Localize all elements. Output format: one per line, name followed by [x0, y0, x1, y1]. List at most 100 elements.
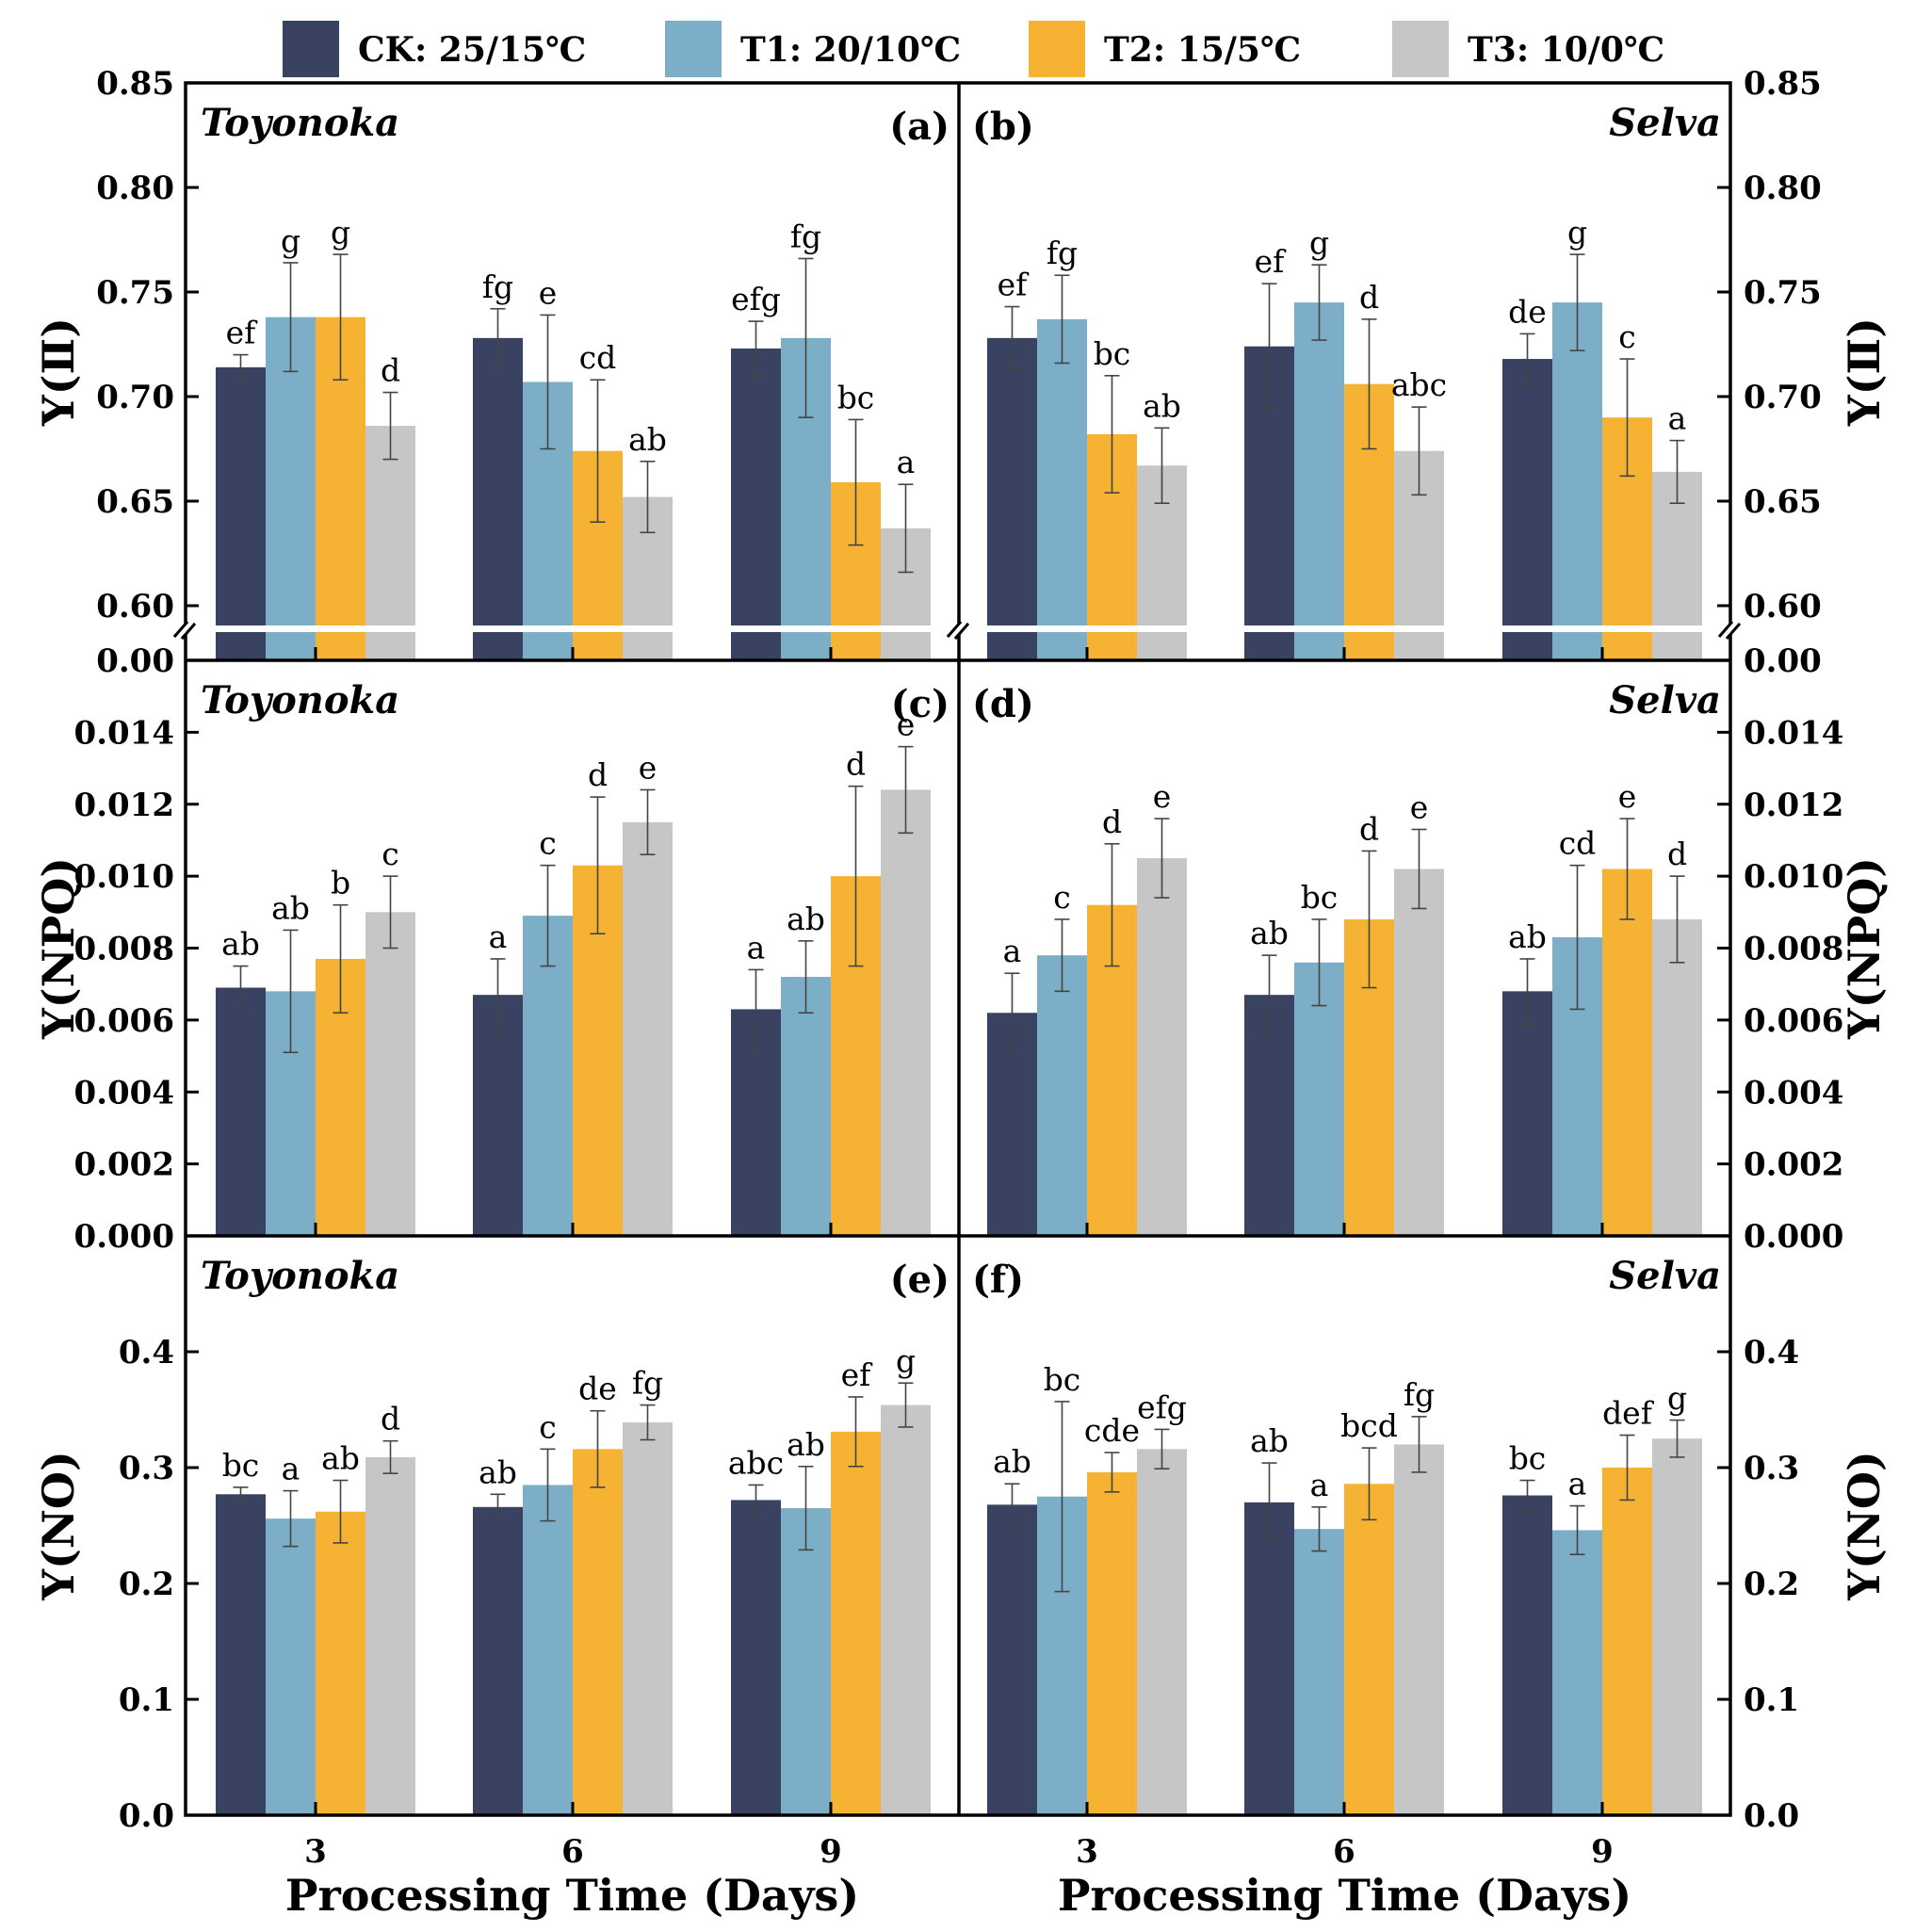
x-tick-label: 6: [561, 1833, 584, 1871]
legend-label-t3: T3: 10/0℃: [1468, 30, 1664, 70]
significance-letter: c: [539, 1408, 556, 1445]
y-tick-label: 0.2: [119, 1566, 174, 1603]
significance-letter: a: [1310, 1467, 1329, 1503]
bar-t1-day3: [266, 1518, 316, 1815]
x-tick-label: 3: [1076, 1833, 1098, 1871]
y-axis-title: Y(NPQ): [33, 857, 84, 1040]
significance-letter: fg: [790, 218, 821, 254]
significance-letter: def: [1602, 1395, 1655, 1432]
significance-letter: d: [381, 352, 400, 389]
bar-t1-day6: [1294, 962, 1344, 1236]
significance-letter: d: [1102, 804, 1122, 840]
bar-t1-day9: [781, 977, 831, 1236]
x-tick-label: 9: [820, 1833, 842, 1871]
bar-t2-day9: [1602, 1468, 1652, 1815]
significance-letter: ab: [1508, 918, 1547, 955]
significance-letter: e: [1618, 778, 1637, 815]
significance-letter: ab: [1250, 915, 1289, 951]
bar-ck-day9: [1502, 991, 1552, 1236]
y-axis-title: Y(Ⅱ): [33, 317, 84, 427]
bar-ck-day9: [731, 348, 781, 660]
y-tick-label: 0.75: [1744, 274, 1822, 312]
bar-t3-day9: [881, 789, 931, 1236]
significance-letter: de: [578, 1371, 617, 1407]
bar-t3-day3: [365, 426, 415, 660]
significance-letter: g: [1309, 224, 1329, 261]
significance-letter: a: [1003, 933, 1022, 969]
y-tick-label: 0.70: [1744, 379, 1822, 416]
y-tick-label: 0.010: [1744, 858, 1843, 896]
y-tick-label: 0.012: [74, 787, 174, 824]
significance-letter: d: [846, 746, 866, 783]
x-tick-label: 3: [304, 1833, 327, 1871]
significance-letter: a: [897, 444, 916, 480]
significance-letter: a: [1568, 1466, 1587, 1502]
bar-t3-day3: [1137, 858, 1187, 1236]
bar-t1-day6: [523, 916, 573, 1236]
bar-t3-day3: [1137, 1449, 1187, 1815]
legend-swatch-t1: [665, 21, 722, 77]
y-tick-label: 0.85: [96, 65, 174, 103]
x-tick-label: 9: [1591, 1833, 1614, 1871]
cultivar-label: Selva: [1609, 1254, 1721, 1298]
significance-letter: ab: [1143, 387, 1181, 424]
axis-break-gap: [961, 625, 1728, 632]
significance-letter: fg: [1404, 1376, 1435, 1413]
bar-t3-day3: [365, 912, 415, 1236]
bar-t1-day9: [1552, 1530, 1602, 1815]
y-tick-label: 0.004: [74, 1074, 174, 1112]
legend-label-ck: CK: 25/15℃: [358, 30, 586, 70]
significance-letter: bc: [1044, 1361, 1081, 1398]
significance-letter: fg: [632, 1365, 663, 1402]
significance-letter: c: [539, 825, 556, 862]
y-tick-label: 0.65: [96, 483, 174, 521]
significance-letter: e: [639, 749, 657, 786]
significance-letter: bc: [1301, 879, 1339, 916]
significance-letter: a: [489, 918, 508, 955]
y-tick-label: 0.000: [1744, 1218, 1843, 1256]
y-axis-title: Y(Ⅱ): [1839, 317, 1890, 427]
significance-letter: b: [331, 865, 350, 901]
legend-swatch-t3: [1392, 21, 1449, 77]
bar-t3-day6: [623, 1422, 673, 1815]
y-axis-title: Y(NPQ): [1839, 857, 1890, 1040]
axis-break-slash: [953, 623, 970, 640]
bar-t2-day9: [1602, 869, 1652, 1236]
axis-break-mask: [174, 624, 197, 634]
y-tick-label: 0.80: [1744, 170, 1822, 207]
significance-letter: e: [897, 706, 916, 743]
significance-letter: fg: [1047, 235, 1078, 271]
significance-letter: abc: [1391, 366, 1447, 403]
y-tick-label: 0.002: [1744, 1146, 1843, 1184]
y-tick-label: 0.014: [1744, 714, 1843, 752]
y-tick-label: 0.006: [1744, 1002, 1843, 1040]
y-axis-title: Y(NO): [1839, 1451, 1890, 1600]
panel-tag: (d): [972, 682, 1034, 726]
y-tick-label: 0.004: [1744, 1074, 1843, 1112]
bar-t2-day6: [1344, 1484, 1394, 1815]
bar-t1-day6: [523, 1485, 573, 1815]
bar-t3-day3: [365, 1456, 415, 1815]
significance-letter: d: [1359, 810, 1379, 847]
axis-break-slash: [1725, 623, 1742, 640]
significance-letter: g: [331, 214, 350, 251]
significance-letter: bc: [222, 1447, 260, 1484]
significance-letter: g: [1567, 214, 1587, 251]
cultivar-label: Selva: [1609, 101, 1721, 145]
significance-letter: a: [1668, 400, 1687, 437]
legend-label-t2: T2: 15/5℃: [1104, 30, 1301, 70]
significance-letter: bcd: [1340, 1407, 1398, 1444]
y-tick-label: 0.0: [119, 1797, 174, 1835]
legend-swatch-t2: [1029, 21, 1085, 77]
bar-ck-day6: [473, 1506, 523, 1815]
bar-t3-day9: [1652, 1438, 1702, 1815]
bar-t2-day3: [1087, 1471, 1137, 1815]
x-axis-title-right: Processing Time (Days): [1058, 1870, 1631, 1921]
significance-letter: a: [282, 1451, 300, 1487]
bar-ck-day9: [731, 1500, 781, 1815]
cultivar-label: Toyonoka: [201, 1254, 399, 1298]
significance-letter: ab: [787, 901, 825, 937]
